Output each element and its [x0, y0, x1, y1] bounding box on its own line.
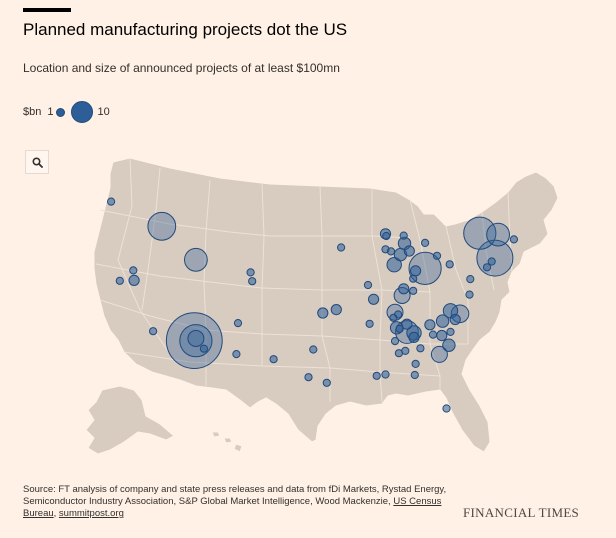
legend-max-bubble	[71, 101, 94, 123]
project-bubble[interactable]	[128, 274, 140, 286]
project-bubble[interactable]	[421, 238, 430, 248]
project-bubble[interactable]	[107, 197, 116, 206]
project-bubble[interactable]	[372, 371, 381, 380]
project-bubble[interactable]	[115, 276, 124, 285]
search-button[interactable]	[25, 150, 49, 174]
project-bubble[interactable]	[408, 251, 442, 285]
legend-max-label: 10	[97, 106, 110, 118]
legend-min-bubble	[56, 107, 66, 117]
source-text: Source: FT analysis of company and state…	[23, 484, 447, 507]
project-bubble[interactable]	[330, 304, 342, 316]
project-bubble[interactable]	[398, 283, 410, 295]
project-bubble[interactable]	[389, 313, 398, 322]
source-link-summitpost[interactable]: summitpost.org	[58, 508, 124, 519]
project-bubble[interactable]	[365, 319, 374, 328]
project-bubble[interactable]	[411, 359, 420, 368]
page-subtitle: Location and size of announced projects …	[23, 61, 340, 75]
project-bubble[interactable]	[399, 231, 408, 240]
project-bubble[interactable]	[165, 312, 223, 370]
project-bubble[interactable]	[401, 346, 410, 355]
project-bubble[interactable]	[446, 327, 455, 336]
legend-unit: $bn	[23, 106, 42, 118]
project-bubble[interactable]	[363, 280, 373, 290]
project-bubble[interactable]	[382, 231, 391, 241]
project-bubble[interactable]	[269, 355, 278, 364]
project-bubble[interactable]	[187, 330, 205, 347]
project-bubble[interactable]	[233, 319, 243, 328]
project-bubble[interactable]	[487, 257, 496, 266]
project-bubble[interactable]	[381, 370, 390, 379]
project-bubble[interactable]	[408, 331, 420, 343]
project-bubble[interactable]	[430, 345, 448, 363]
project-bubble[interactable]	[401, 318, 413, 330]
project-bubble[interactable]	[386, 247, 396, 256]
project-bubble[interactable]	[246, 268, 255, 277]
project-bubble[interactable]	[486, 222, 511, 247]
project-bubble[interactable]	[309, 345, 318, 354]
project-bubble[interactable]	[436, 329, 448, 342]
contiguous-us-shape	[93, 157, 559, 453]
state-borders	[95, 157, 513, 403]
project-bubble[interactable]	[337, 243, 346, 252]
us-land	[85, 157, 559, 455]
project-bubble[interactable]	[410, 265, 422, 277]
project-bubble[interactable]	[147, 211, 177, 241]
project-bubble[interactable]	[432, 251, 442, 260]
project-bubble[interactable]	[317, 307, 329, 319]
project-bubble[interactable]	[449, 313, 461, 326]
project-bubble[interactable]	[428, 330, 438, 339]
source-separator: ,	[53, 508, 59, 519]
project-bubble[interactable]	[409, 274, 418, 283]
page-title: Planned manufacturing projects dot the U…	[23, 20, 348, 39]
project-bubble[interactable]	[482, 263, 492, 272]
project-bubble[interactable]	[184, 247, 208, 272]
project-bubble[interactable]	[386, 257, 402, 273]
project-bubble[interactable]	[199, 344, 208, 353]
project-bubble[interactable]	[322, 378, 331, 387]
project-bubble[interactable]	[466, 275, 475, 284]
us-map[interactable]	[0, 140, 616, 480]
source-note: Source: FT analysis of company and state…	[23, 484, 453, 520]
project-bubble[interactable]	[129, 266, 138, 275]
project-bubble[interactable]	[435, 314, 450, 328]
project-bubble[interactable]	[368, 293, 380, 305]
top-rule	[23, 8, 71, 12]
project-bubble[interactable]	[442, 404, 451, 413]
project-bubble[interactable]	[395, 324, 404, 333]
project-bubble[interactable]	[465, 290, 474, 299]
project-bubble[interactable]	[403, 245, 415, 257]
project-bubble[interactable]	[232, 350, 241, 359]
project-bubble[interactable]	[445, 260, 454, 269]
ft-logo: FINANCIAL TIMES	[463, 505, 580, 520]
project-bubble[interactable]	[410, 370, 419, 380]
search-icon	[31, 156, 43, 168]
source-link-census[interactable]: US Census Bureau	[23, 496, 442, 519]
project-bubble[interactable]	[390, 337, 400, 346]
project-bubble[interactable]	[509, 235, 519, 244]
hawaii-shape	[211, 431, 243, 453]
project-bubble[interactable]	[416, 344, 425, 353]
project-bubble[interactable]	[149, 327, 158, 336]
project-bubble[interactable]	[424, 319, 436, 331]
project-bubble[interactable]	[304, 373, 313, 382]
legend-min-label: 1	[47, 106, 54, 118]
project-bubble[interactable]	[463, 216, 497, 250]
alaska-shape	[85, 385, 175, 455]
size-legend: $bn 1 10	[23, 100, 110, 124]
project-bubbles	[107, 197, 519, 413]
project-bubble[interactable]	[442, 338, 456, 352]
project-bubble[interactable]	[409, 286, 418, 295]
project-bubble[interactable]	[248, 277, 257, 286]
